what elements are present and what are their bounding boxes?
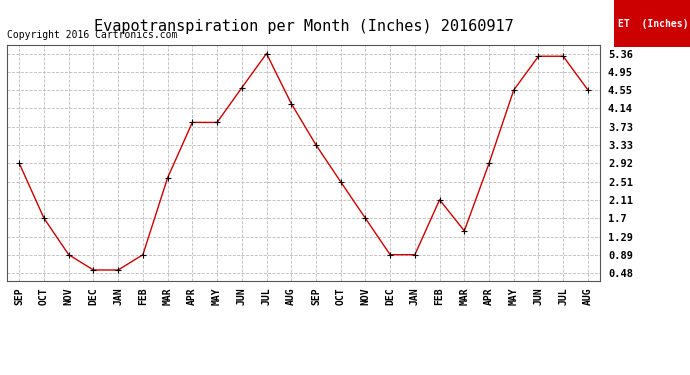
Text: ET  (Inches): ET (Inches) xyxy=(618,20,689,29)
Text: Copyright 2016 Cartronics.com: Copyright 2016 Cartronics.com xyxy=(7,30,177,40)
Text: Evapotranspiration per Month (Inches) 20160917: Evapotranspiration per Month (Inches) 20… xyxy=(94,19,513,34)
